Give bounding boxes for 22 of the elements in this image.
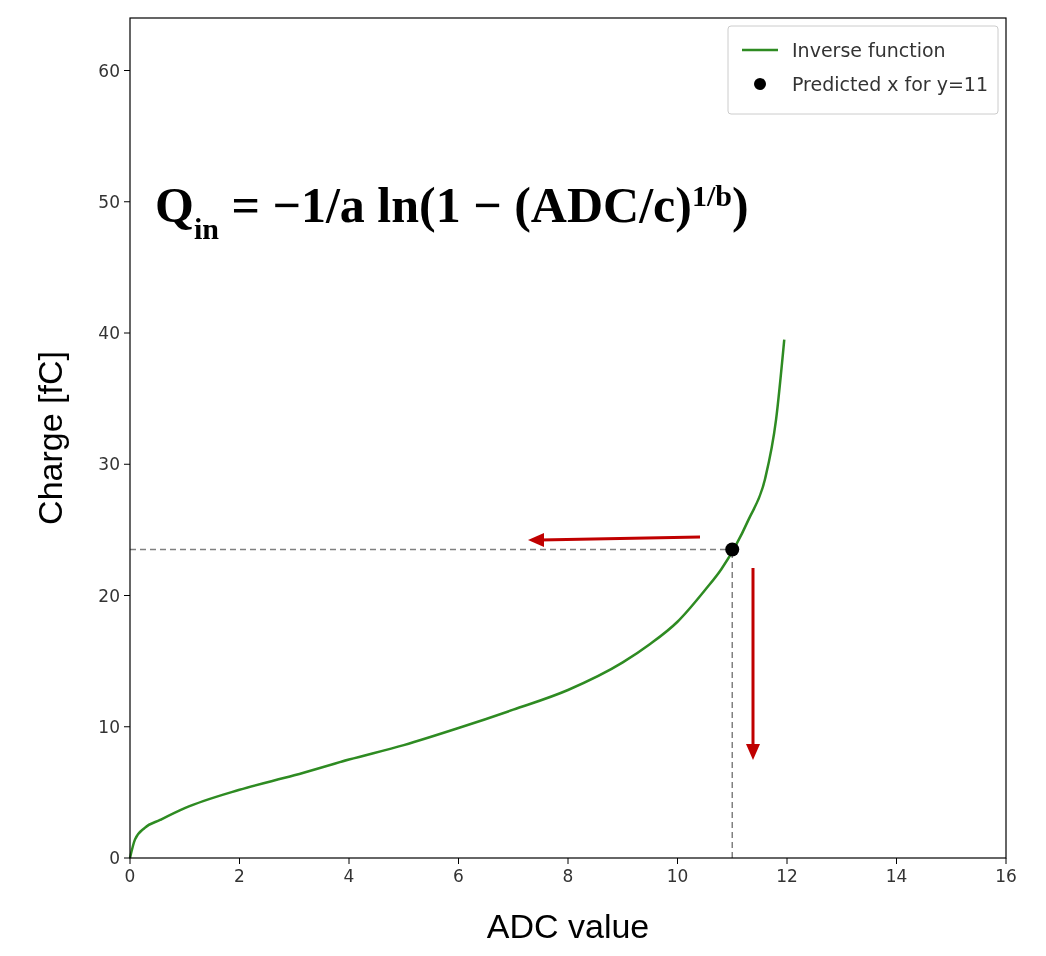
- legend-label: Predicted x for y=11: [792, 73, 989, 95]
- annotation: Q$_{in}$ = −1/a ln(1 − (ADC/c)$^{1/b}$): [155, 177, 749, 245]
- x-tick-label: 16: [995, 866, 1017, 886]
- y-tick-label: 20: [98, 585, 120, 606]
- x-tick-label: 6: [453, 866, 464, 886]
- x-tick-label: 4: [343, 866, 355, 886]
- x-tick-label: 8: [562, 866, 574, 886]
- y-tick-label: 40: [98, 323, 120, 343]
- x-axis-title: ADC value: [486, 907, 650, 945]
- y-tick-label: 60: [98, 60, 120, 81]
- y-tick-label: 10: [98, 716, 120, 737]
- y-tick-label: 0: [109, 848, 120, 868]
- x-tick-label: 0: [124, 866, 136, 886]
- line-series: [128, 338, 786, 860]
- legend-label: Inverse function: [792, 39, 946, 61]
- y-tick-label: 30: [98, 454, 120, 475]
- x-tick-label: 2: [234, 866, 245, 886]
- x-tick-label: 10: [666, 866, 689, 886]
- x-tick-label: 12: [776, 866, 798, 886]
- y-axis-title: Charge [fC]: [31, 351, 69, 525]
- y-tick-label: 50: [98, 191, 120, 212]
- x-tick-label: 14: [885, 866, 908, 886]
